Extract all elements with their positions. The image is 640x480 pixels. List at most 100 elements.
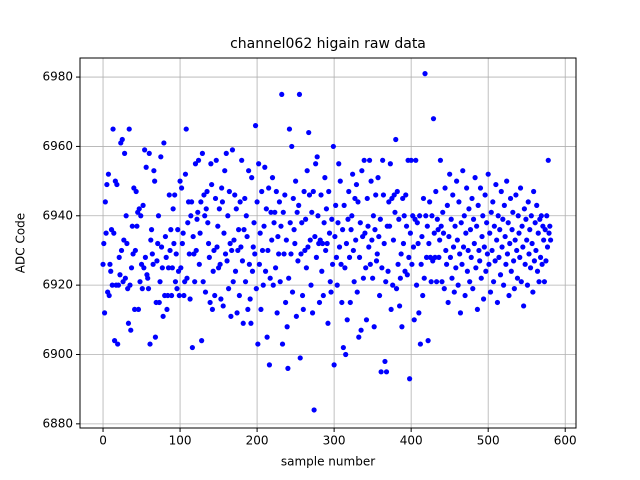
data-point <box>178 265 184 271</box>
data-point <box>481 244 487 250</box>
data-point <box>186 251 192 257</box>
data-point <box>513 192 519 198</box>
data-point <box>157 279 163 285</box>
data-point <box>201 192 207 198</box>
data-point <box>298 251 304 257</box>
data-point <box>352 195 358 202</box>
data-point <box>199 150 206 156</box>
data-point <box>498 188 504 195</box>
data-point <box>383 369 390 375</box>
data-point <box>497 272 504 278</box>
data-point <box>209 306 216 313</box>
data-point <box>319 268 325 274</box>
data-point <box>176 292 182 299</box>
data-point <box>326 188 332 195</box>
data-point <box>463 230 469 236</box>
data-point <box>447 254 454 260</box>
data-point <box>343 351 349 358</box>
data-point <box>379 265 385 271</box>
data-point <box>318 192 324 198</box>
data-point <box>460 168 466 174</box>
data-point <box>142 147 148 153</box>
data-point <box>369 237 375 243</box>
data-point <box>275 233 281 240</box>
data-point <box>386 223 393 229</box>
data-point <box>325 320 331 326</box>
data-point <box>403 192 409 198</box>
data-point <box>185 220 191 226</box>
x-tick-label: 100 <box>169 434 192 448</box>
data-point <box>449 275 455 281</box>
data-point <box>400 240 407 247</box>
data-point <box>475 202 481 208</box>
data-point <box>345 216 351 222</box>
data-point <box>339 299 345 306</box>
data-point <box>109 282 115 288</box>
data-point <box>200 279 206 285</box>
data-point <box>537 254 544 260</box>
data-point <box>365 223 371 229</box>
data-point <box>354 289 360 295</box>
data-point <box>364 195 370 202</box>
data-point <box>230 279 236 285</box>
data-point <box>415 240 421 247</box>
y-tick-label: 6940 <box>42 208 73 222</box>
data-point <box>329 261 336 267</box>
data-point <box>452 223 458 229</box>
data-point <box>123 213 129 219</box>
data-point <box>482 192 488 198</box>
data-point <box>215 223 221 229</box>
data-point <box>465 247 471 254</box>
data-point <box>505 220 511 226</box>
data-point <box>104 181 110 188</box>
plot-frame <box>79 57 577 429</box>
data-point <box>393 285 400 292</box>
data-point <box>276 251 282 257</box>
data-point <box>177 178 183 184</box>
data-point <box>531 258 538 264</box>
data-point <box>208 161 214 167</box>
data-point <box>350 247 356 254</box>
data-point <box>434 216 440 222</box>
x-tick-label: 600 <box>554 434 577 448</box>
data-point <box>143 164 149 170</box>
y-axis-label: ADC Code <box>14 213 28 273</box>
data-point <box>514 247 520 254</box>
data-point <box>483 268 489 274</box>
data-point <box>296 91 303 98</box>
data-point <box>374 251 380 257</box>
data-point <box>270 282 276 288</box>
data-point <box>289 289 296 295</box>
data-point <box>308 282 314 288</box>
data-point <box>145 275 151 281</box>
data-point <box>293 178 299 184</box>
data-point <box>219 185 225 191</box>
data-point <box>539 261 545 267</box>
data-point <box>254 199 260 205</box>
data-point <box>462 292 468 299</box>
data-point <box>278 223 284 229</box>
data-point <box>114 181 120 188</box>
data-point <box>336 244 343 250</box>
data-point <box>221 230 227 236</box>
data-point <box>147 341 153 347</box>
data-point <box>455 282 461 288</box>
data-point <box>189 344 195 351</box>
data-point <box>368 178 374 184</box>
data-point <box>307 237 313 243</box>
data-point <box>470 216 477 222</box>
data-point <box>174 285 180 292</box>
data-point <box>479 233 485 240</box>
data-point <box>327 279 333 285</box>
data-point <box>467 227 474 233</box>
data-point <box>507 195 514 202</box>
data-point <box>243 213 249 219</box>
data-point <box>217 261 223 267</box>
data-point <box>466 206 472 212</box>
data-point <box>212 195 219 202</box>
data-point <box>397 275 403 281</box>
data-point <box>406 254 412 260</box>
data-point <box>189 199 195 205</box>
data-point <box>362 230 368 236</box>
data-point <box>432 254 438 260</box>
